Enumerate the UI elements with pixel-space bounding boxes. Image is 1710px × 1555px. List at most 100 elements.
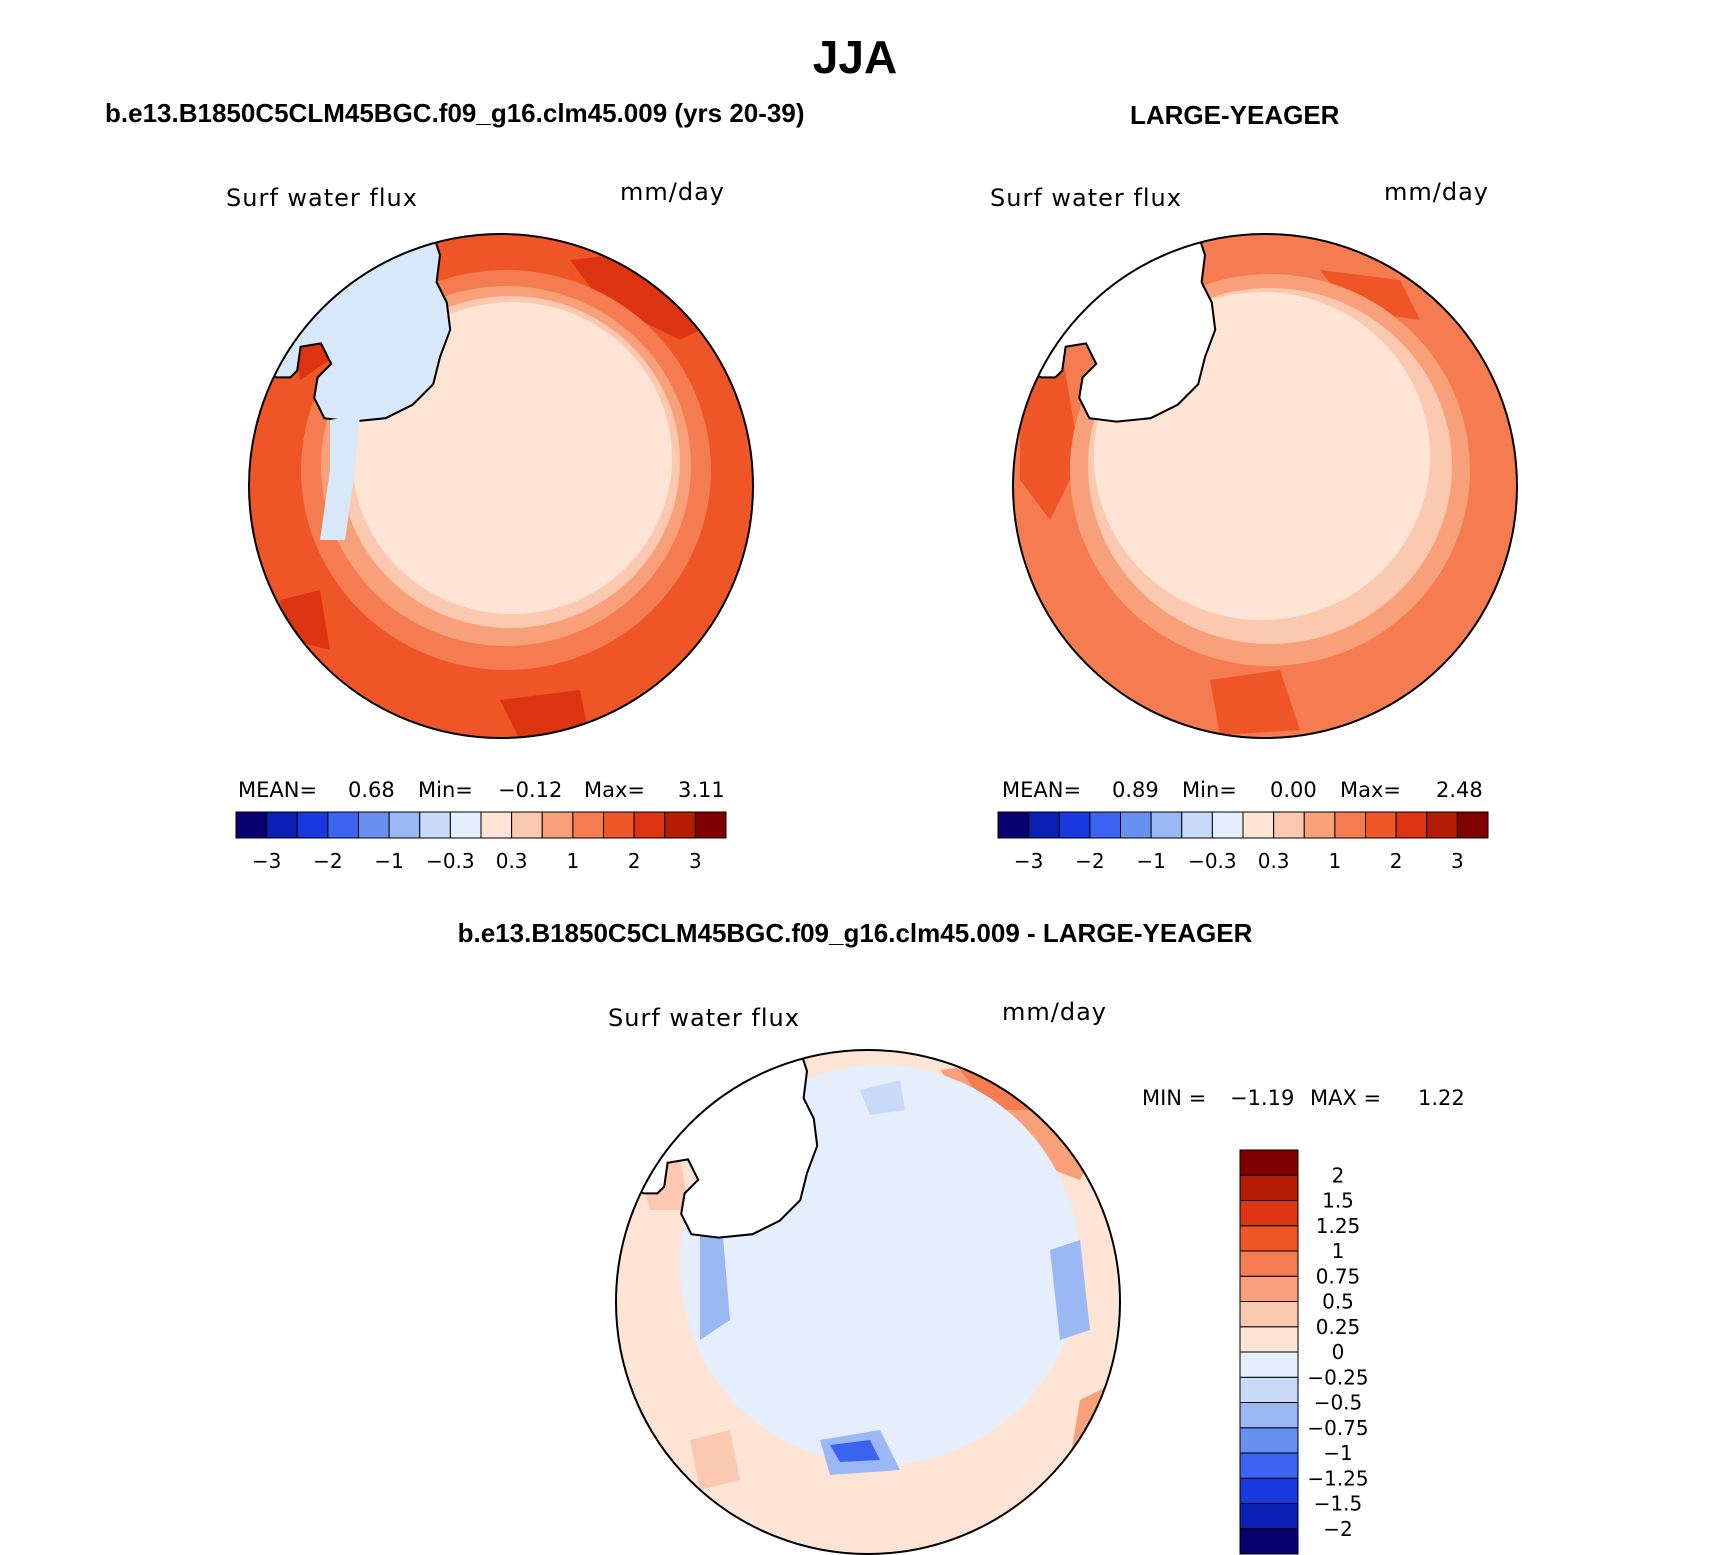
- panel-2-colorbar-tick-label: −3: [1014, 849, 1043, 873]
- panel-3-colorbar-tick-label: −0.75: [1307, 1416, 1368, 1440]
- panel-1-colorbar-tick-label: 1: [567, 849, 580, 873]
- panel-2-colorbar-swatch: [1426, 811, 1458, 839]
- panel-1-colorbar-swatch: [419, 811, 451, 839]
- panel-3-colorbar-tick-label: −2: [1323, 1517, 1352, 1541]
- panel-2-max-label: Max=: [1340, 778, 1402, 802]
- panel-3-max-value: 1.22: [1418, 1086, 1465, 1110]
- panel-2-min-label: Min=: [1182, 778, 1237, 802]
- panel-1-max-label: Max=: [584, 778, 646, 802]
- panel-1-variable-label: Surf water flux: [226, 184, 418, 212]
- panel-2-colorbar-swatch: [1028, 811, 1060, 839]
- panel-3-colorbar-tick-label: 1: [1332, 1239, 1345, 1263]
- panel-2-colorbar-swatch: [1456, 811, 1489, 839]
- panel-2-title: LARGE-YEAGER: [1130, 100, 1340, 130]
- panel-3-min-label: MIN =: [1142, 1086, 1207, 1110]
- panel-3-colorbar-tick-label: −0.5: [1314, 1391, 1363, 1415]
- panel-3-colorbar-tick-label: 0.75: [1316, 1264, 1361, 1288]
- panel-3-colorbar-tick-label: 1.25: [1316, 1214, 1361, 1238]
- panel-3-colorbar-swatch: [1239, 1452, 1299, 1479]
- panel-2-colorbar-swatch: [1211, 811, 1244, 839]
- panel-1-colorbar-tick-label: 2: [628, 849, 641, 873]
- panel-3-colorbar-swatch: [1239, 1250, 1299, 1277]
- panel-2-map: [1013, 234, 1517, 738]
- panel-1-mean-value: 0.68: [348, 778, 395, 802]
- panel-2-colorbar-swatch: [1395, 811, 1428, 839]
- panel-1-colorbar-swatch: [572, 811, 604, 839]
- panel-3-colorbar-tick-label: 0.5: [1322, 1290, 1354, 1314]
- figure-title: JJA: [812, 31, 898, 83]
- panel-1-colorbar-tick-label: 0.3: [496, 849, 528, 873]
- panel-1-colorbar: −3 −2 −1 −0.3 0.3 1 2 3: [235, 811, 727, 873]
- panel-1-colorbar-swatch: [235, 811, 268, 839]
- panel-3-colorbar-swatch: [1239, 1528, 1299, 1555]
- panel-3-colorbar-swatch: [1239, 1376, 1299, 1403]
- panel-3-colorbar-swatch: [1239, 1402, 1299, 1429]
- panel-1-colorbar-swatch: [603, 811, 635, 839]
- panel-1-colorbar-swatch: [480, 811, 513, 839]
- panel-3-colorbar-swatch: [1239, 1326, 1299, 1353]
- panel-3-title: b.e13.B1850C5CLM45BGC.f09_g16.clm45.009 …: [457, 918, 1253, 948]
- panel-3-colorbar-tick-label: 0: [1332, 1340, 1345, 1364]
- panel-1-colorbar-swatch: [327, 811, 359, 839]
- panel-3-max-label: MAX =: [1310, 1086, 1382, 1110]
- panel-2-colorbar-swatch: [1089, 811, 1121, 839]
- panel-2-colorbar-swatch: [1365, 811, 1397, 839]
- panel-1-title: b.e13.B1850C5CLM45BGC.f09_g16.clm45.009 …: [105, 98, 805, 128]
- panel-1-colorbar-swatch: [633, 811, 666, 839]
- panel-3-colorbar-swatch: [1239, 1427, 1299, 1454]
- panel-2-min-value: 0.00: [1270, 778, 1317, 802]
- panel-2-colorbar-swatch: [1120, 811, 1152, 839]
- panel-3-colorbar-swatch: [1239, 1275, 1299, 1302]
- panel-3-colorbar-swatch: [1239, 1301, 1299, 1328]
- panel-1-colorbar-swatch: [296, 811, 329, 839]
- panel-2-colorbar-swatch: [1150, 811, 1183, 839]
- panel-2-mean-value: 0.89: [1112, 778, 1159, 802]
- panel-3-colorbar-tick-label: 1.5: [1322, 1189, 1354, 1213]
- panel-3-colorbar-swatch: [1239, 1477, 1299, 1504]
- panel-2-mean-label: MEAN=: [1002, 778, 1082, 802]
- panel-2-colorbar-swatch: [1303, 811, 1336, 839]
- panel-3-colorbar-swatch: [1239, 1503, 1299, 1530]
- panel-2-colorbar-swatch: [1334, 811, 1366, 839]
- panel-2-max-value: 2.48: [1436, 778, 1483, 802]
- panel-1-min-label: Min=: [418, 778, 473, 802]
- panel-3-colorbar-tick-label: 2: [1332, 1163, 1345, 1187]
- panel-3-units-label: mm/day: [1002, 998, 1107, 1026]
- panel-3-variable-label: Surf water flux: [608, 1004, 800, 1032]
- panel-2-colorbar-swatch: [1242, 811, 1275, 839]
- panel-2-colorbar-tick-label: 2: [1390, 849, 1403, 873]
- panel-3-min-value: −1.19: [1230, 1086, 1295, 1110]
- panel-3-colorbar-tick-label: −1.5: [1314, 1492, 1363, 1516]
- panel-2-colorbar-swatch: [997, 811, 1030, 839]
- panel-3-colorbar-swatch: [1239, 1174, 1299, 1201]
- panel-1-colorbar-swatch: [541, 811, 574, 839]
- panel-1-mean-label: MEAN=: [238, 778, 318, 802]
- panel-1-units-label: mm/day: [620, 178, 725, 206]
- panel-2-colorbar: −3 −2 −1 −0.3 0.3 1 2 3: [997, 811, 1489, 873]
- panel-3-colorbar-swatch: [1239, 1200, 1299, 1227]
- panel-1-colorbar-tick-label: −0.3: [426, 849, 475, 873]
- panel-1-colorbar-tick-label: −1: [374, 849, 403, 873]
- panel-2-colorbar-swatch: [1273, 811, 1305, 839]
- panel-1-colorbar-swatch: [664, 811, 696, 839]
- panel-1-colorbar-tick-label: −3: [252, 849, 281, 873]
- panel-3-colorbar-tick-label: −0.25: [1307, 1365, 1368, 1389]
- panel-2-colorbar-swatch: [1181, 811, 1213, 839]
- panel-1-min-value: −0.12: [498, 778, 563, 802]
- panel-3-colorbar-swatch: [1239, 1149, 1299, 1176]
- panel-2-variable-label: Surf water flux: [990, 184, 1182, 212]
- panel-1-colorbar-tick-label: 3: [689, 849, 702, 873]
- panel-2-colorbar-tick-label: −2: [1075, 849, 1104, 873]
- panel-3-colorbar-swatch: [1239, 1351, 1299, 1378]
- panel-1-colorbar-swatch: [511, 811, 543, 839]
- panel-1-colorbar-swatch: [388, 811, 421, 839]
- panel-2-colorbar-tick-label: −0.3: [1188, 849, 1237, 873]
- panel-1-map: [249, 234, 753, 738]
- panel-2-colorbar-tick-label: 3: [1451, 849, 1464, 873]
- panel-1-colorbar-swatch: [449, 811, 482, 839]
- panel-3-colorbar-swatch: [1239, 1225, 1299, 1252]
- panel-3-map: [616, 1050, 1120, 1554]
- panel-2-colorbar-tick-label: 0.3: [1258, 849, 1290, 873]
- panel-2-colorbar-tick-label: −1: [1136, 849, 1165, 873]
